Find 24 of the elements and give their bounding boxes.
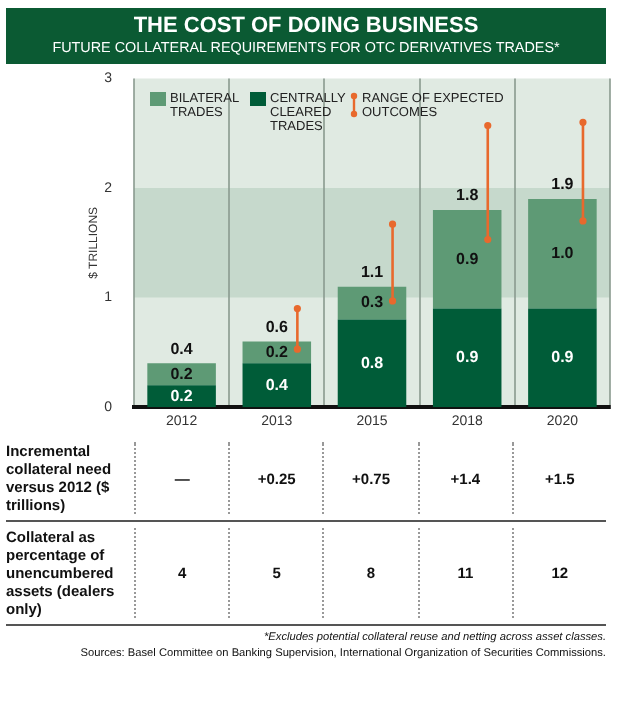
data-label: 0.3: [360, 293, 385, 312]
data-label: 0.2: [170, 364, 194, 383]
bar: [147, 385, 216, 408]
data-label: 0.2: [265, 342, 290, 361]
bar: [147, 363, 216, 386]
data-label: 0.8: [360, 353, 385, 372]
total-label: 1.9: [551, 175, 575, 194]
total-label: 0.4: [170, 339, 194, 358]
bar: [432, 308, 502, 408]
data-label: 0.9: [456, 348, 480, 367]
chart-title: THE COST OF DOING BUSINESS: [131, 14, 481, 38]
bar: [432, 209, 502, 309]
bar: [528, 198, 597, 309]
data-label: 0.9: [551, 348, 575, 367]
data-label: 0.9: [456, 249, 480, 268]
total-label: 0.6: [265, 317, 290, 336]
data-label: 1.0: [551, 244, 575, 263]
total-label: 1.8: [456, 186, 480, 205]
data-label: 0.2: [170, 386, 194, 405]
bar: [242, 363, 312, 408]
bar: [528, 308, 597, 408]
total-label: 1.1: [360, 263, 385, 282]
data-label: 0.4: [265, 375, 290, 394]
bar: [337, 319, 407, 408]
